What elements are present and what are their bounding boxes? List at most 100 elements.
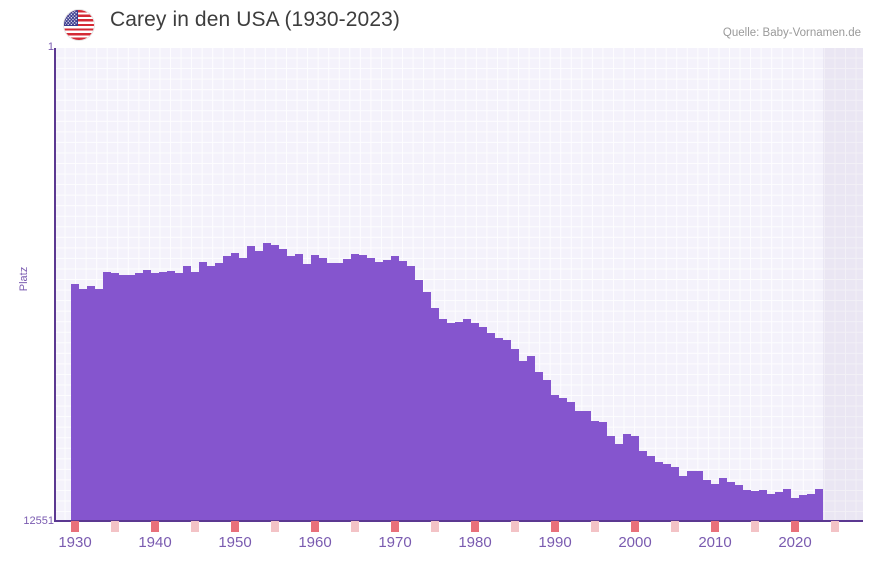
x-axis-tickmarks [55, 521, 863, 533]
bar [151, 272, 159, 521]
bar [359, 255, 367, 521]
bar-series [55, 48, 863, 521]
y-axis-label-top: 1 [47, 41, 54, 53]
bar [135, 272, 143, 521]
bar [143, 270, 151, 521]
bar [159, 272, 167, 521]
bar [575, 410, 583, 521]
bar [511, 348, 519, 521]
bar [663, 464, 671, 521]
bar [383, 259, 391, 521]
bar [471, 323, 479, 521]
bar [199, 262, 207, 521]
bar [639, 451, 647, 521]
x-axis-tick-label: 1980 [458, 534, 492, 551]
chart-header: Carey in den USA (1930-2023) Quelle: Bab… [0, 0, 873, 46]
bar [631, 436, 639, 521]
x-axis-tick-label: 1990 [538, 534, 572, 551]
bar [127, 275, 135, 521]
x-tick-minor [671, 521, 679, 532]
bar [519, 360, 527, 521]
bar [719, 478, 727, 521]
bar [623, 434, 631, 521]
bar [591, 421, 599, 521]
bar [431, 308, 439, 521]
bar [791, 498, 799, 521]
x-axis-tick-label: 2000 [618, 534, 652, 551]
bar [751, 490, 759, 521]
y-axis-title: Platz [18, 266, 30, 292]
bar [303, 263, 311, 521]
bar [287, 256, 295, 521]
bar [727, 482, 735, 521]
x-tick-minor [111, 521, 119, 532]
bar [87, 286, 95, 521]
x-axis-tick-label: 1940 [138, 534, 172, 551]
bar [447, 323, 455, 521]
bar [311, 255, 319, 521]
bar [263, 243, 271, 521]
bar [343, 259, 351, 521]
bar [175, 272, 183, 521]
bar [335, 263, 343, 521]
bar [271, 245, 279, 521]
bar [807, 493, 815, 521]
bar [767, 493, 775, 521]
y-axis-label-bottom: 12551 [23, 515, 54, 527]
x-tick-major [791, 521, 799, 532]
page-title: Carey in den USA (1930-2023) [110, 8, 400, 31]
bar [711, 483, 719, 521]
bar [551, 394, 559, 521]
x-tick-minor [831, 521, 839, 532]
bar [615, 443, 623, 521]
bar [375, 262, 383, 521]
x-tick-minor [191, 521, 199, 532]
chart-plot-area [55, 48, 863, 521]
x-axis-tick-label: 2020 [778, 534, 812, 551]
x-tick-minor [511, 521, 519, 532]
bar [503, 340, 511, 521]
bar [455, 321, 463, 521]
bar [527, 356, 535, 521]
bar [695, 471, 703, 521]
bar [743, 489, 751, 521]
bar [671, 467, 679, 521]
bar [255, 251, 263, 521]
y-axis-line [54, 48, 56, 522]
bar [367, 257, 375, 521]
x-tick-minor [591, 521, 599, 532]
bar [647, 455, 655, 521]
bar [231, 252, 239, 521]
bar [439, 319, 447, 521]
bar [703, 479, 711, 521]
x-axis-tick-label: 2010 [698, 534, 732, 551]
x-axis-tick-label: 1950 [218, 534, 252, 551]
bar [479, 326, 487, 521]
bar [223, 256, 231, 521]
x-axis-tick-label: 1960 [298, 534, 332, 551]
bar [463, 319, 471, 521]
x-tick-major [391, 521, 399, 532]
x-tick-minor [271, 521, 279, 532]
source-attribution: Quelle: Baby-Vornamen.de [722, 27, 861, 39]
bar [783, 488, 791, 521]
bar [95, 288, 103, 521]
x-tick-minor [351, 521, 359, 532]
x-axis-line [54, 520, 863, 522]
bar [799, 495, 807, 521]
bar [247, 245, 255, 521]
bar [607, 436, 615, 521]
bar [103, 271, 111, 521]
bar [183, 265, 191, 521]
bar [207, 265, 215, 521]
bar [815, 488, 823, 521]
bar [279, 248, 287, 521]
bar [191, 271, 199, 521]
bar [415, 280, 423, 521]
bar [559, 398, 567, 521]
bar [119, 274, 127, 521]
x-tick-major [551, 521, 559, 532]
bar [487, 332, 495, 521]
x-axis-tick-label: 1970 [378, 534, 412, 551]
bar [215, 262, 223, 521]
